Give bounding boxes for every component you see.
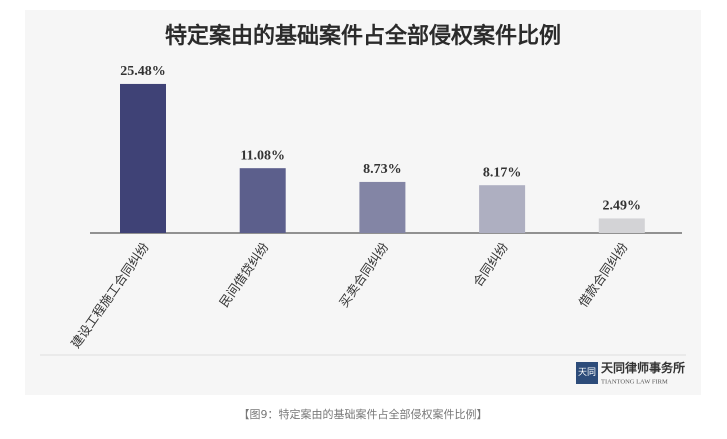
logo-icon bbox=[576, 362, 598, 384]
value-label: 25.48% bbox=[120, 64, 166, 79]
value-label: 8.73% bbox=[363, 162, 402, 177]
bar bbox=[239, 168, 286, 233]
logo-subtitle: TIANTONG LAW FIRM bbox=[601, 378, 668, 385]
value-label: 2.49% bbox=[603, 199, 642, 214]
chart-title: 特定案由的基础案件占全部侵权案件比例 bbox=[165, 23, 561, 48]
logo-glyph: 天同 bbox=[578, 367, 596, 377]
bar bbox=[598, 218, 645, 233]
bar bbox=[359, 181, 406, 233]
bar bbox=[120, 83, 166, 233]
caption: 【图9：特定案由的基础案件占全部侵权案件比例】 bbox=[239, 407, 488, 421]
logo-name: 天同律师事务所 bbox=[601, 360, 685, 375]
value-label: 8.17% bbox=[483, 165, 522, 180]
value-label: 11.08% bbox=[240, 148, 285, 163]
bar bbox=[479, 185, 526, 233]
